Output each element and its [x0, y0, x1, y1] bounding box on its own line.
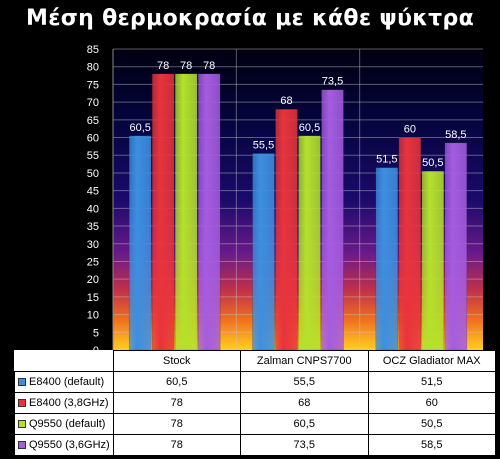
data-label: 78 [157, 60, 169, 72]
bar [321, 89, 344, 351]
y-tick-label: 55 [87, 150, 99, 162]
table-header-row: Stock Zalman CNPS7700 OCZ Gladiator MAX [14, 350, 496, 372]
y-tick-label: 35 [87, 221, 99, 233]
legend-entry: Q9550 (3,6GHz) [14, 434, 114, 456]
legend-swatch [18, 378, 26, 387]
data-label: 73,5 [322, 76, 343, 88]
data-label: 51,5 [376, 154, 397, 166]
legend-swatch [18, 441, 26, 450]
legend-swatch [18, 399, 26, 408]
bar [174, 73, 198, 351]
series-name: E8400 (3,8GHz) [29, 397, 109, 409]
bar [197, 73, 221, 351]
table-cell: 73,5 [240, 434, 369, 456]
chart-title: Μέση θερμοκρασία με κάθε ψύκτρα [26, 6, 474, 31]
bar [275, 108, 298, 351]
bar [128, 135, 152, 351]
table-cell: 78 [112, 413, 241, 435]
data-label: 60,5 [299, 122, 320, 134]
y-tick-label: 10 [87, 310, 99, 322]
table-row: Q9550 (3,6GHz) 78 73,5 58,5 [14, 434, 496, 456]
y-tick-label: 20 [87, 274, 99, 286]
table-cell: 55,5 [240, 371, 369, 393]
table-row: Q9550 (default) 78 60,5 50,5 [14, 413, 496, 435]
series-name: Q9550 (3,6GHz) [29, 439, 110, 451]
y-tick-label: 45 [87, 186, 99, 198]
y-tick-label: 70 [87, 97, 99, 109]
table-row: E8400 (default) 60,5 55,5 51,5 [14, 371, 496, 393]
data-label: 55,5 [253, 139, 274, 151]
y-tick-label: 5 [93, 327, 99, 339]
plot-background [113, 49, 483, 350]
legend-entry: Q9550 (default) [14, 413, 114, 435]
data-label: 50,5 [422, 157, 443, 169]
y-tick-label: 15 [87, 292, 99, 304]
table-row: E8400 (3,8GHz) 78 68 60 [14, 392, 496, 414]
y-tick-label: 25 [87, 256, 99, 268]
y-tick-label: 60 [87, 133, 99, 145]
series-name: Q9550 (default) [29, 418, 106, 430]
y-tick-label: 80 [87, 62, 99, 74]
data-label: 68 [280, 95, 292, 107]
bar [421, 170, 445, 351]
category-label: Zalman CNPS7700 [240, 350, 369, 372]
bar [298, 135, 321, 351]
category-label: Stock [112, 350, 241, 372]
table-cell: 58,5 [367, 434, 496, 456]
legend-entry: E8400 (default) [14, 371, 114, 393]
bar [375, 167, 399, 351]
table-cell: 50,5 [367, 413, 496, 435]
legend-entry: E8400 (3,8GHz) [14, 392, 114, 414]
category-label: OCZ Gladiator MAX [367, 350, 496, 372]
bar [444, 142, 468, 351]
bar [151, 73, 175, 351]
table-cell: 78 [112, 392, 241, 414]
table-cell: 60,5 [112, 371, 241, 393]
bar [252, 153, 275, 351]
bar [398, 137, 422, 351]
table-corner [14, 350, 114, 372]
table-cell: 78 [112, 434, 241, 456]
table-cell: 60 [367, 392, 496, 414]
table-cell: 60,5 [240, 413, 369, 435]
data-label: 60 [404, 124, 416, 136]
data-label: 58,5 [445, 129, 466, 141]
table-cell: 68 [240, 392, 369, 414]
y-tick-label: 40 [87, 203, 99, 215]
series-name: E8400 (default) [29, 376, 105, 388]
data-label: 78 [180, 60, 192, 72]
y-tick-label: 30 [87, 239, 99, 251]
y-tick-label: 75 [87, 79, 99, 91]
y-tick-label: 50 [87, 168, 99, 180]
data-label: 78 [203, 60, 215, 72]
table-cell: 51,5 [367, 371, 496, 393]
data-table: Stock Zalman CNPS7700 OCZ Gladiator MAX E84… [14, 350, 496, 456]
y-tick-label: 85 [87, 44, 99, 56]
data-label: 60,5 [129, 122, 150, 134]
y-tick-label: 65 [87, 115, 99, 127]
legend-swatch [18, 420, 26, 429]
